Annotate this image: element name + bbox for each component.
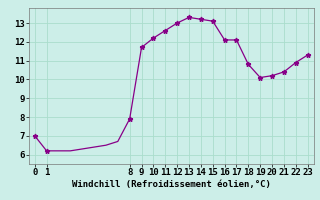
X-axis label: Windchill (Refroidissement éolien,°C): Windchill (Refroidissement éolien,°C) bbox=[72, 180, 271, 189]
